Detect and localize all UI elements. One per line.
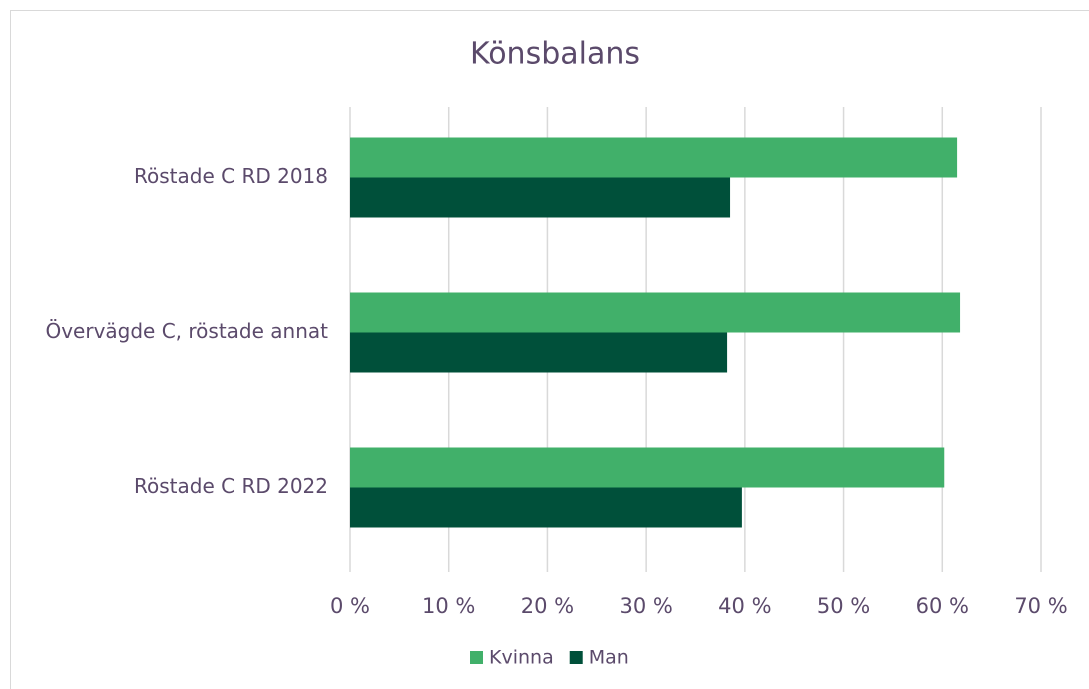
bar: [350, 332, 728, 373]
y-tick-label: Röstade C RD 2018: [134, 164, 328, 188]
x-tick-label: 40 %: [718, 594, 771, 618]
legend-label: Kvinna: [489, 647, 554, 669]
chart-border: [10, 10, 1089, 689]
bar: [350, 177, 731, 218]
x-tick-label: 20 %: [521, 594, 574, 618]
bar: [350, 137, 958, 178]
legend-label: Man: [589, 647, 629, 669]
legend-swatch: [470, 651, 483, 664]
bar: [350, 447, 945, 488]
bar: [350, 487, 742, 528]
x-tick-label: 30 %: [619, 594, 672, 618]
legend-swatch: [569, 651, 583, 664]
y-tick-label: Övervägde C, röstade annat: [45, 319, 328, 343]
x-tick-label: 70 %: [1014, 594, 1067, 618]
chart-title: Könsbalans: [470, 37, 640, 72]
x-tick-label: 0 %: [330, 594, 370, 618]
bar: [350, 292, 961, 333]
y-tick-label: Röstade C RD 2022: [134, 474, 328, 498]
x-tick-label: 60 %: [916, 594, 969, 618]
x-tick-label: 10 %: [422, 594, 475, 618]
x-tick-label: 50 %: [817, 594, 870, 618]
